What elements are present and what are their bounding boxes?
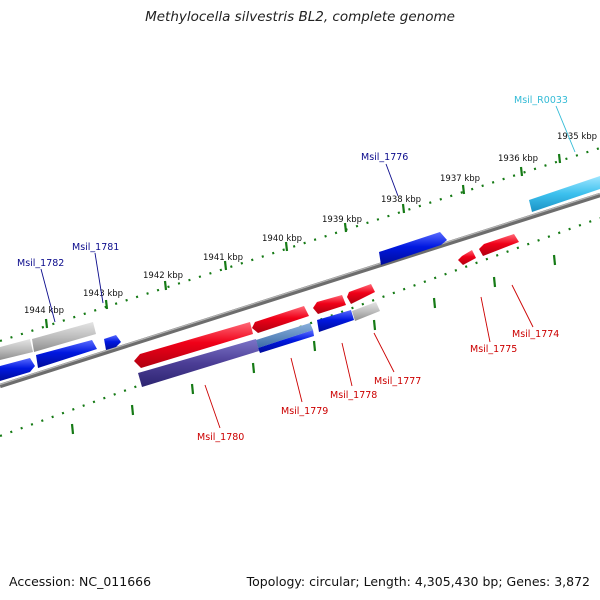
gene-arrow-msil-1779[interactable] — [252, 306, 309, 333]
gene-label-msil-1775[interactable]: Msil_1775 — [470, 344, 517, 355]
kbp-label-1935: 1935 kbp — [557, 132, 597, 142]
kbp-label-1944: 1944 kbp — [24, 306, 64, 316]
gene-arrow-msil-1782b[interactable] — [0, 339, 33, 360]
kbp-label-1943: 1943 kbp — [83, 289, 123, 299]
gene-label-msil-1774[interactable]: Msil_1774 — [512, 329, 559, 340]
label-leader-lines — [40, 105, 576, 429]
gene-label-msil-1781[interactable]: Msil_1781 — [72, 242, 119, 253]
gene-arrow-msil-1778[interactable] — [317, 310, 354, 332]
gene-label-msil-1782[interactable]: Msil_1782 — [17, 258, 64, 269]
kbp-label-1941: 1941 kbp — [203, 253, 243, 263]
gene-label-msil-r0033[interactable]: Msil_R0033 — [514, 95, 568, 106]
inner-major-ticks — [70, 254, 557, 435]
kbp-label-1936: 1936 kbp — [498, 154, 538, 164]
gene-label-msil-1780[interactable]: Msil_1780 — [197, 432, 244, 443]
kbp-label-1940: 1940 kbp — [262, 234, 302, 244]
kbp-label-1938: 1938 kbp — [381, 195, 421, 205]
accession-text: Accession: NC_011666 — [9, 574, 152, 589]
kbp-label-1937: 1937 kbp — [440, 174, 480, 184]
gene-label-msil-1776[interactable]: Msil_1776 — [361, 152, 408, 163]
gene-arrow-msil-1783[interactable] — [0, 358, 35, 381]
gene-arrow-msil-1779b[interactable] — [256, 323, 313, 348]
kbp-label-1939: 1939 kbp — [322, 215, 362, 225]
kbp-label-1942: 1942 kbp — [143, 271, 183, 281]
gene-label-msil-1777[interactable]: Msil_1777 — [374, 376, 421, 387]
gene-arrow-msil-1774[interactable] — [479, 234, 519, 256]
gene-arrow-msil-r0033[interactable] — [529, 176, 600, 212]
gene-arrow-msil-1781[interactable] — [104, 335, 121, 350]
gene-features — [0, 176, 600, 387]
gene-arrow-msil-1777a[interactable] — [347, 284, 375, 304]
gene-labels-bottom: Msil_1774 Msil_1775 Msil_1777 Msil_1778 … — [197, 329, 559, 443]
gene-arrow-msil-1782a[interactable] — [32, 322, 96, 352]
gene-arrow-msil-1776[interactable] — [379, 232, 447, 265]
gene-arrow-msil-1779c[interactable] — [258, 330, 314, 353]
gene-arrow-msil-1777[interactable] — [352, 302, 380, 321]
gene-arrow-msil-1782[interactable] — [36, 340, 97, 368]
gene-arrow-msil-1778a[interactable] — [313, 295, 346, 314]
gene-arrow-msil-1780a[interactable] — [134, 322, 253, 368]
gene-arrow-msil-1780[interactable] — [138, 339, 259, 387]
genome-summary-text: Topology: circular; Length: 4,305,430 bp… — [246, 574, 590, 589]
kbp-major-ticks — [44, 153, 562, 329]
gene-label-msil-1778[interactable]: Msil_1778 — [330, 390, 377, 401]
gene-labels-top: Msil_R0033 Msil_1776 Msil_1781 Msil_1782 — [17, 95, 568, 269]
kbp-labels: 1935 kbp 1936 kbp 1937 kbp 1938 kbp 1939… — [24, 132, 597, 316]
gene-arrow-msil-1775[interactable] — [458, 250, 476, 265]
genome-backbone — [0, 192, 600, 389]
gene-label-msil-1779[interactable]: Msil_1779 — [281, 406, 328, 417]
page-title: Methylocella silvestris BL2, complete ge… — [145, 9, 455, 25]
